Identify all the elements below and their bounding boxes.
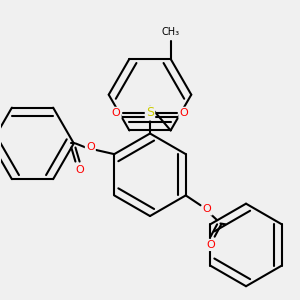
Text: O: O — [112, 108, 121, 118]
Text: O: O — [179, 108, 188, 118]
Text: O: O — [206, 240, 215, 250]
Text: CH₃: CH₃ — [162, 27, 180, 37]
Text: O: O — [75, 165, 84, 175]
Text: O: O — [86, 142, 95, 152]
Text: S: S — [146, 106, 154, 119]
Text: O: O — [203, 204, 212, 214]
